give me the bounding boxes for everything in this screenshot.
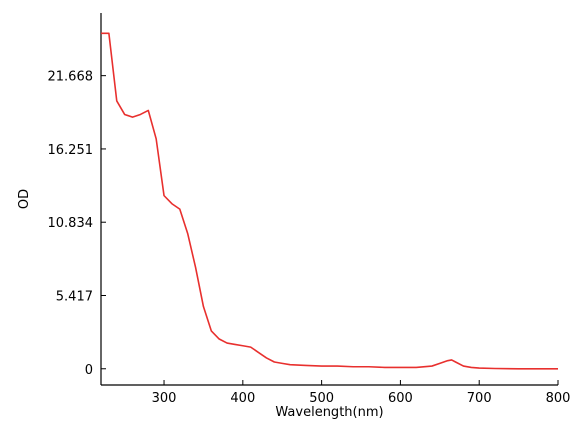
y-tick-label: 21.668: [48, 70, 94, 85]
x-tick-label: 300: [152, 391, 177, 406]
y-tick-label: 0: [85, 363, 93, 378]
y-axis-title: OD: [17, 189, 32, 209]
x-tick-label: 400: [230, 391, 255, 406]
y-tick-label: 16.251: [48, 143, 94, 158]
x-tick-label: 600: [388, 391, 413, 406]
x-tick-label: 500: [309, 391, 334, 406]
x-tick-label: 700: [467, 391, 492, 406]
series-line: [101, 32, 558, 370]
y-axis-ticks: 0 5.417 16.251 21.668 10.834: [48, 70, 106, 378]
x-axis-ticks: 300 400 500 600 700 800: [152, 380, 571, 406]
x-axis-title: Wavelength(nm): [275, 405, 383, 420]
y-tick-label: 5.417: [56, 289, 93, 304]
y-tick-label: 10.834: [48, 216, 94, 231]
x-tick-label: 800: [546, 391, 571, 406]
